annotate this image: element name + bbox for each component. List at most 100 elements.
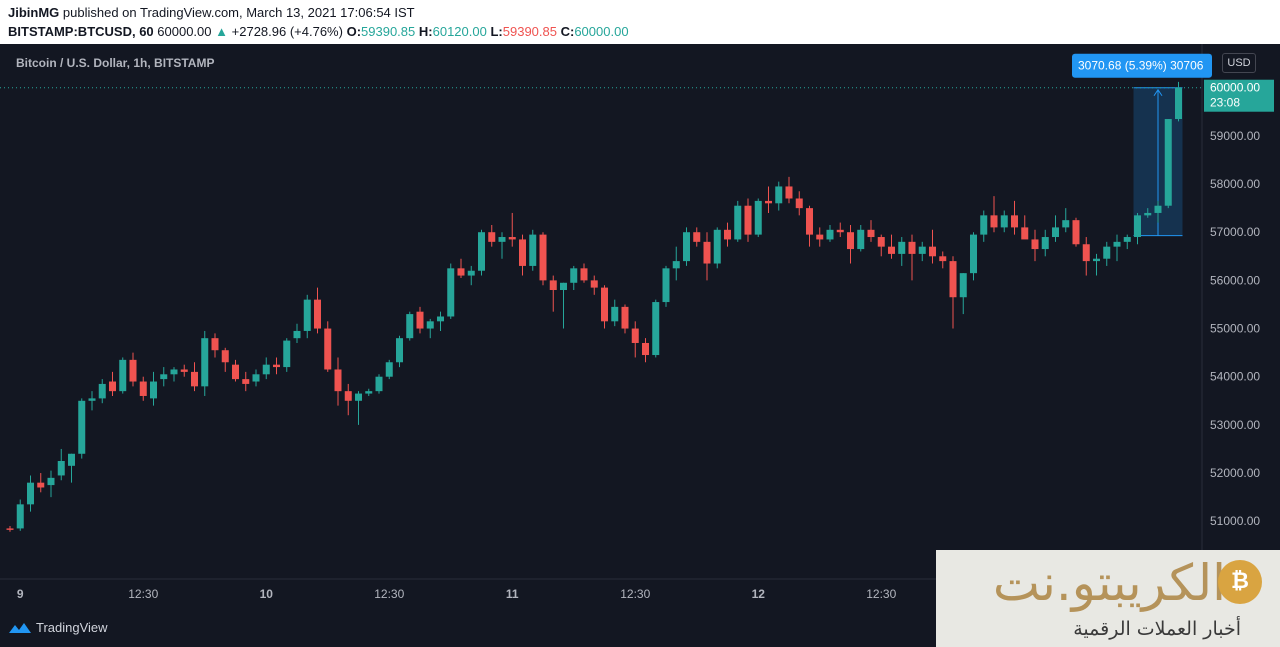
candle-body[interactable] [406, 314, 414, 339]
candle-body[interactable] [959, 273, 967, 298]
candle-body[interactable] [898, 241, 906, 254]
candle-body[interactable] [262, 364, 270, 375]
candle-body[interactable] [293, 330, 301, 339]
candle-body[interactable] [273, 364, 280, 368]
candle-body[interactable] [877, 237, 885, 247]
candle-body[interactable] [170, 369, 178, 375]
candle-body[interactable] [1052, 227, 1059, 238]
candle-body[interactable] [1175, 87, 1182, 120]
candle-body[interactable] [744, 205, 752, 235]
candle-body[interactable] [98, 383, 106, 399]
candle-body[interactable] [642, 342, 649, 356]
candle-body[interactable] [1154, 205, 1162, 213]
candle-body[interactable] [939, 256, 947, 262]
candle-body[interactable] [816, 234, 824, 240]
candle-body[interactable] [303, 299, 311, 331]
candle-body[interactable] [1000, 215, 1008, 228]
candle-body[interactable] [478, 232, 485, 271]
candle-body[interactable] [847, 232, 854, 250]
candle-body[interactable] [283, 340, 291, 368]
candle-body[interactable] [826, 229, 834, 240]
candle-body[interactable] [109, 381, 116, 392]
candle-body[interactable] [314, 299, 321, 329]
candle-body[interactable] [990, 215, 998, 228]
candle-body[interactable] [27, 482, 34, 505]
candle-body[interactable] [1123, 237, 1131, 242]
candle-body[interactable] [713, 229, 721, 264]
candle-body[interactable] [385, 362, 393, 377]
candle-body[interactable] [139, 381, 147, 396]
candle-body[interactable] [519, 239, 526, 266]
candle-body[interactable] [929, 246, 936, 257]
candle-body[interactable] [560, 282, 567, 291]
candle-body[interactable] [652, 302, 660, 356]
candle-body[interactable] [908, 241, 916, 254]
candle-body[interactable] [590, 280, 598, 288]
candle-body[interactable] [150, 381, 157, 399]
candle-body[interactable] [980, 215, 988, 235]
candle-body[interactable] [57, 460, 65, 476]
candle-body[interactable] [1041, 237, 1049, 250]
candle-body[interactable] [724, 229, 731, 240]
candlestick-chart[interactable]: 59000.00 58000.00 57000.00 56000.00 55000.00… [0, 44, 1280, 647]
candle-body[interactable] [795, 198, 803, 209]
candle-body[interactable] [1103, 246, 1111, 259]
candle-body[interactable] [47, 477, 55, 486]
tradingview-brand[interactable]: TradingView [8, 620, 108, 635]
author-name[interactable]: JibinMG [8, 5, 60, 20]
candle-body[interactable] [498, 237, 506, 242]
candle-body[interactable] [529, 234, 537, 266]
candle-body[interactable] [1082, 244, 1090, 262]
candle-body[interactable] [1093, 258, 1100, 262]
candle-body[interactable] [437, 316, 444, 322]
candle-body[interactable] [1072, 220, 1080, 245]
candle-body[interactable] [857, 229, 865, 250]
candle-body[interactable] [1062, 220, 1070, 228]
candle-body[interactable] [1031, 239, 1039, 250]
candle-body[interactable] [683, 232, 690, 262]
candle-body[interactable] [221, 350, 229, 363]
candle-body[interactable] [232, 364, 239, 380]
candle-body[interactable] [1144, 212, 1152, 216]
candle-body[interactable] [488, 232, 496, 242]
currency-button[interactable]: USD [1222, 53, 1256, 73]
candle-body[interactable] [775, 186, 783, 204]
candle-body[interactable] [703, 241, 711, 264]
candle-body[interactable] [467, 270, 475, 276]
candle-body[interactable] [1134, 215, 1141, 238]
candle-body[interactable] [375, 376, 383, 392]
candle-body[interactable] [949, 261, 957, 298]
candle-body[interactable] [426, 321, 434, 329]
candle-body[interactable] [918, 246, 926, 254]
candle-body[interactable] [662, 268, 670, 303]
candle-body[interactable] [191, 371, 198, 387]
candle-body[interactable] [621, 306, 629, 329]
candle-body[interactable] [1113, 241, 1121, 247]
candle-body[interactable] [888, 246, 895, 254]
candle-body[interactable] [211, 338, 219, 351]
candle-body[interactable] [611, 306, 619, 322]
candle-body[interactable] [1021, 227, 1029, 240]
candle-body[interactable] [416, 311, 424, 329]
candle-body[interactable] [631, 328, 639, 343]
candle-body[interactable] [334, 369, 342, 392]
candle-body[interactable] [78, 400, 86, 454]
candle-body[interactable] [6, 528, 14, 530]
candle-body[interactable] [242, 379, 250, 384]
candle-body[interactable] [601, 287, 608, 322]
candle-body[interactable] [806, 208, 813, 235]
candle-body[interactable] [201, 338, 209, 387]
candle-body[interactable] [68, 453, 75, 466]
candle-body[interactable] [457, 268, 465, 276]
candle-body[interactable] [836, 229, 844, 233]
candle-body[interactable] [539, 234, 547, 281]
candle-body[interactable] [867, 229, 875, 238]
candle-body[interactable] [396, 338, 403, 363]
candle-body[interactable] [785, 186, 793, 199]
candle-body[interactable] [129, 359, 137, 382]
candle-body[interactable] [252, 374, 260, 382]
candle-body[interactable] [549, 280, 557, 291]
candle-body[interactable] [88, 398, 96, 401]
candle-body[interactable] [570, 268, 578, 283]
candle-body[interactable] [970, 234, 977, 274]
